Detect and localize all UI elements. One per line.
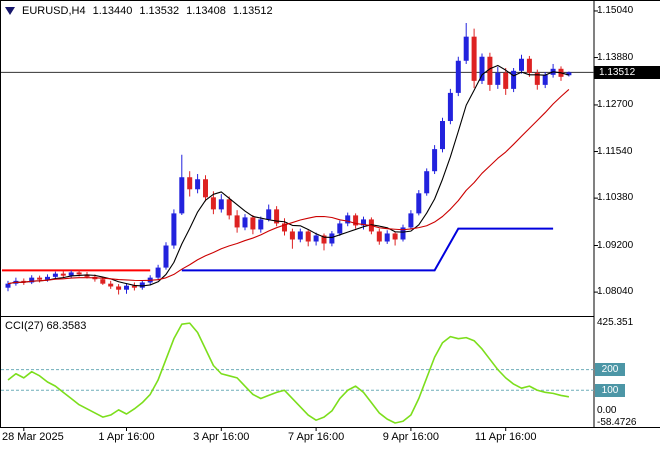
current-price-badge: 1.13512: [594, 65, 660, 79]
indicator-name-value: CCI(27) 68.3583: [5, 320, 87, 332]
symbol-marker-icon: [5, 7, 15, 15]
ohlc-open: 1.13440: [92, 5, 133, 17]
ohlc-low: 1.13408: [186, 5, 226, 17]
chart-header: EURUSD,H4 1.13440 1.13532 1.13408 1.1351…: [5, 5, 273, 17]
symbol-period-label: EURUSD,H4: [22, 5, 86, 17]
ohlc-high: 1.13532: [139, 5, 180, 17]
ohlc-close: 1.13512: [232, 5, 273, 17]
indicator-label: CCI(27) 68.3583: [5, 320, 86, 332]
